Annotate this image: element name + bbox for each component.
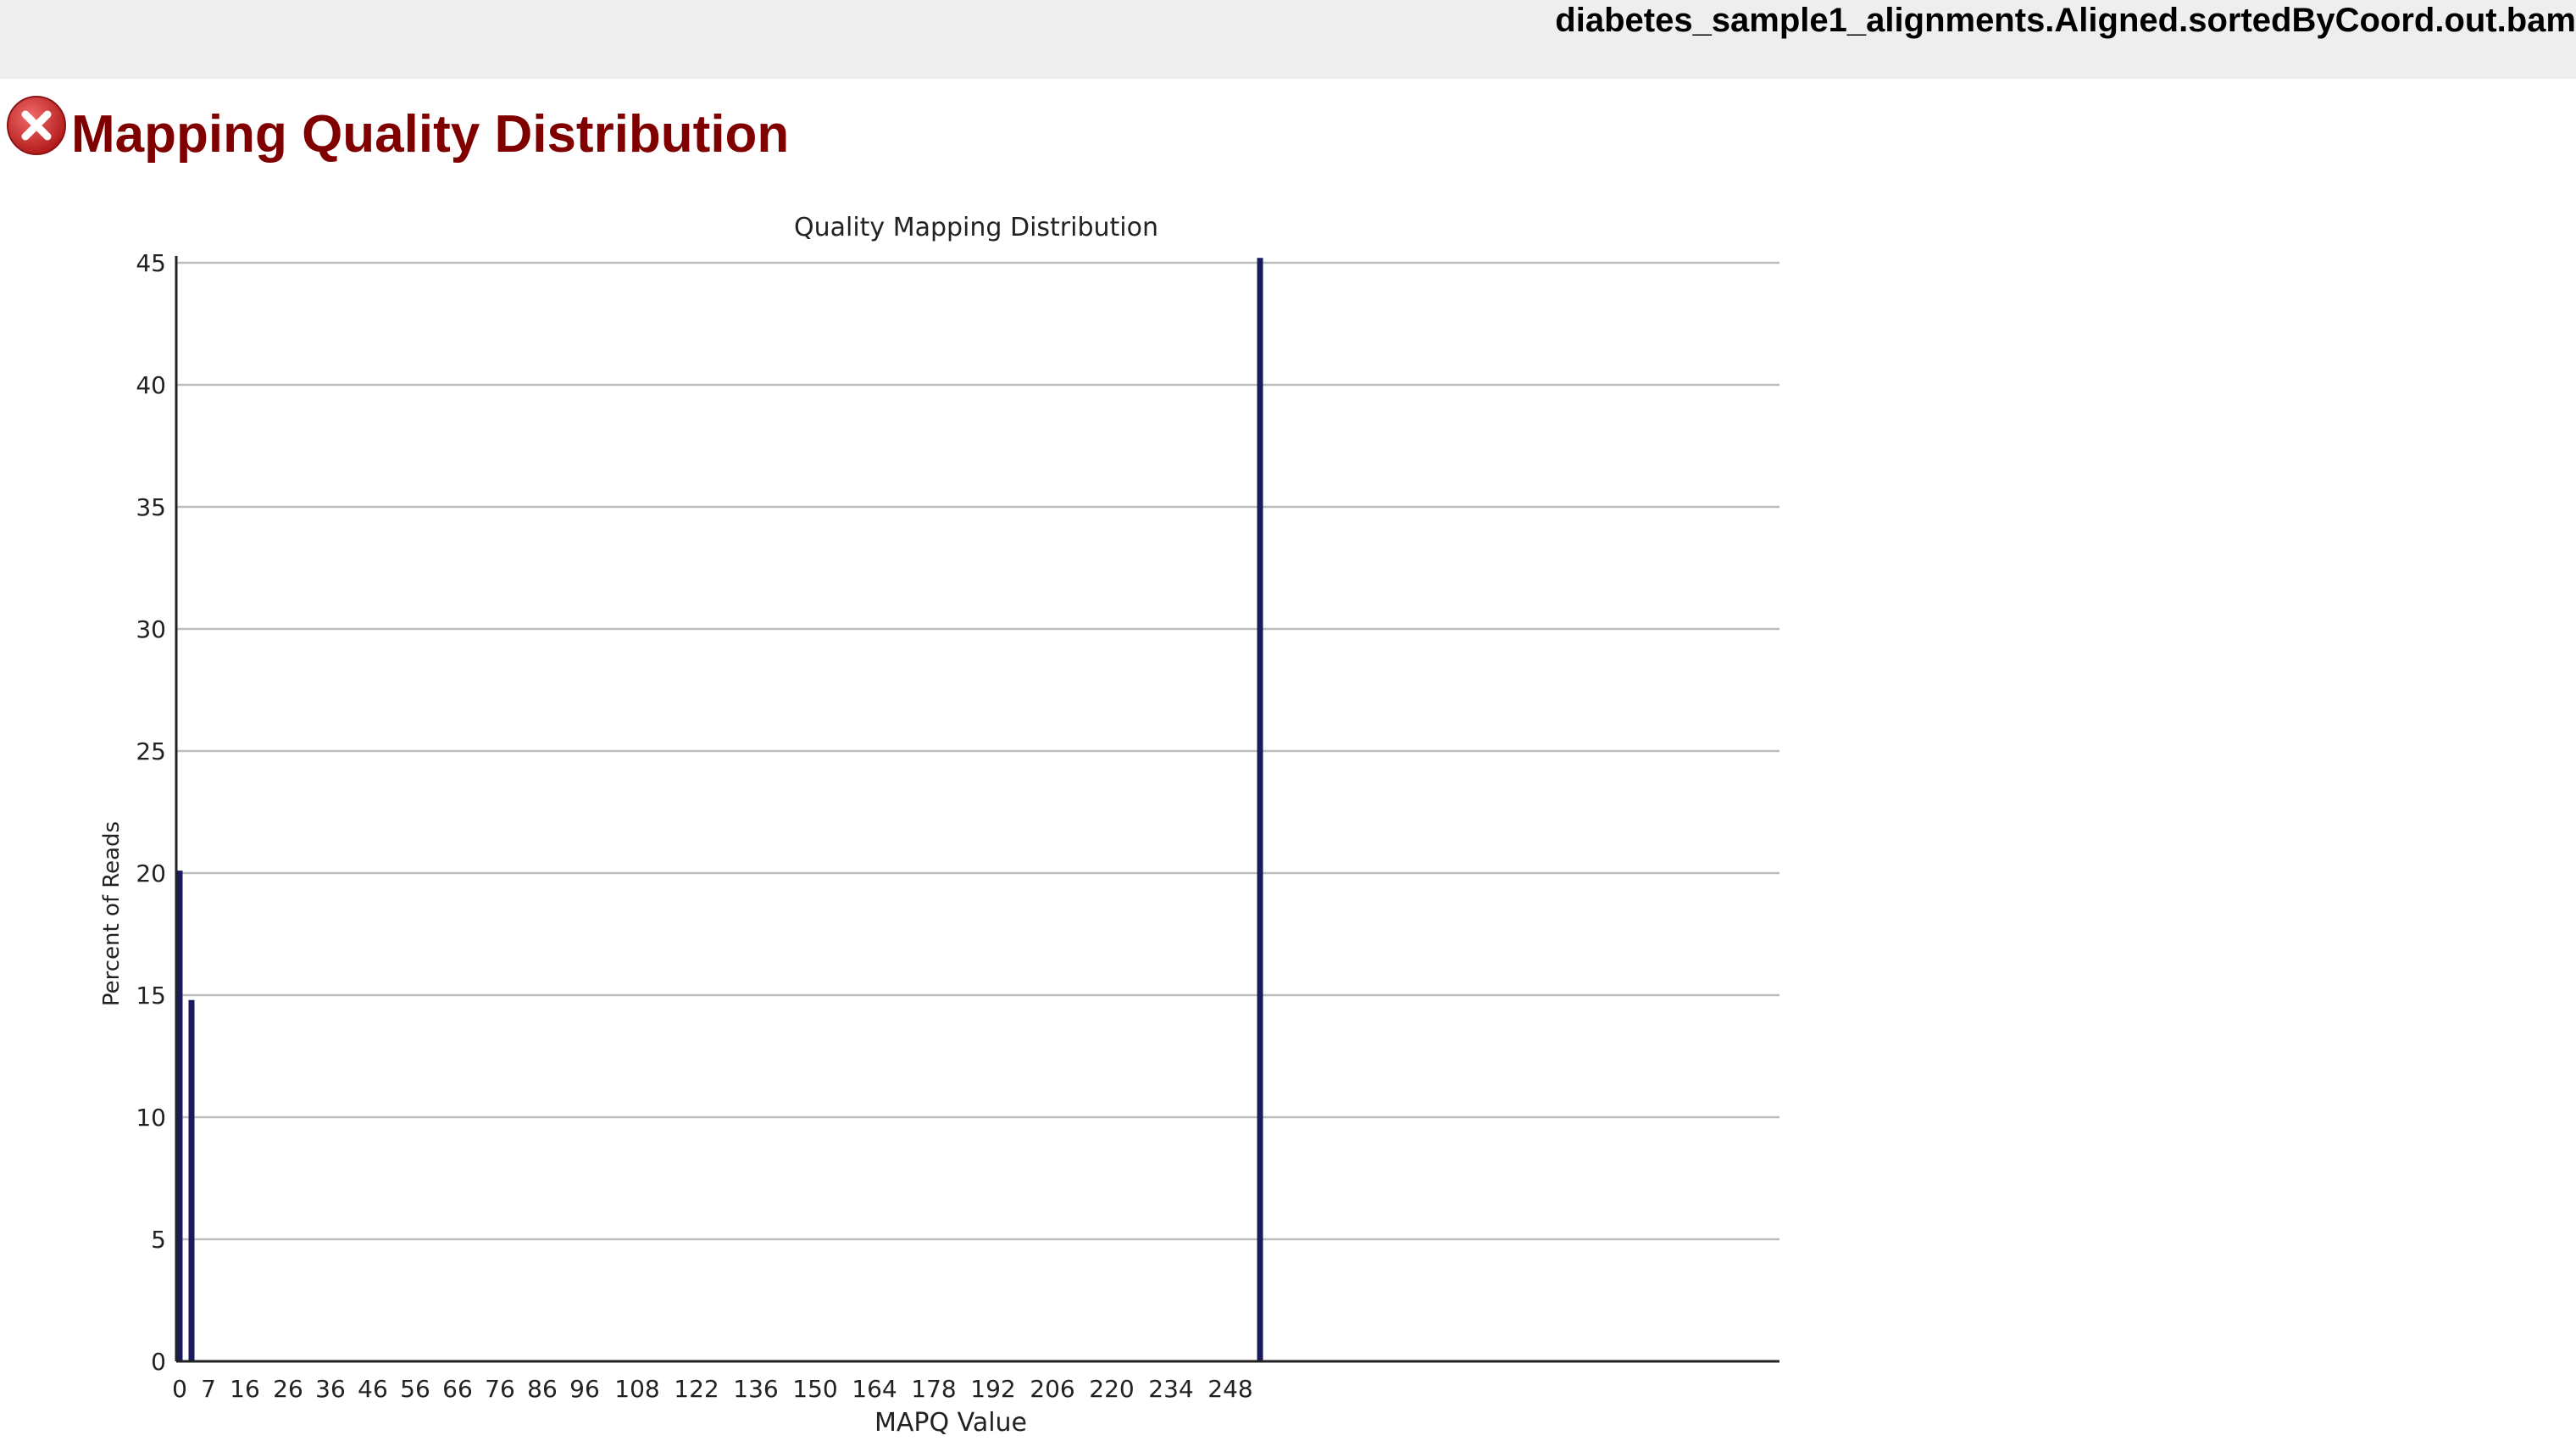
module-title: Mapping Quality Distribution — [71, 104, 790, 164]
x-tick-label: 0 — [172, 1375, 187, 1403]
mapq-chart: Quality Mapping Distribution 0 5 10 15 20 25 3… — [99, 213, 1779, 1438]
y-axis-label: Percent of Reads — [99, 821, 125, 1006]
y-tick-label: 20 — [136, 860, 166, 887]
x-tick-label: 122 — [674, 1375, 719, 1403]
module-heading: Mapping Quality Distribution — [5, 93, 789, 175]
x-tick-label: 220 — [1089, 1375, 1134, 1403]
y-tick-label: 30 — [136, 615, 166, 643]
chart-bars — [176, 258, 1263, 1361]
x-tick-label: 46 — [358, 1375, 388, 1403]
y-tick-label: 40 — [136, 371, 166, 399]
x-tick-label: 7 — [201, 1375, 216, 1403]
x-tick-label: 178 — [911, 1375, 956, 1403]
y-axis-ticks: 0 5 10 15 20 25 30 35 40 45 — [136, 249, 166, 1376]
chart-title: Quality Mapping Distribution — [794, 213, 1158, 242]
x-tick-label: 76 — [485, 1375, 515, 1403]
x-tick-label: 26 — [273, 1375, 303, 1403]
x-tick-label: 150 — [792, 1375, 837, 1403]
y-tick-label: 25 — [136, 737, 166, 765]
y-tick-label: 15 — [136, 982, 166, 1010]
x-tick-label: 56 — [400, 1375, 430, 1403]
x-tick-label: 16 — [230, 1375, 260, 1403]
y-tick-label: 10 — [136, 1104, 166, 1132]
y-tick-label: 5 — [151, 1226, 166, 1254]
y-tick-label: 45 — [136, 249, 166, 277]
x-tick-label: 234 — [1148, 1375, 1193, 1403]
chart-gridlines — [176, 261, 1779, 1241]
error-x-icon — [7, 96, 66, 155]
y-tick-label: 35 — [136, 493, 166, 521]
file-name: diabetes_sample1_alignments.Aligned.sort… — [1555, 2, 2576, 39]
x-tick-label: 36 — [315, 1375, 346, 1403]
x-tick-label: 96 — [569, 1375, 600, 1403]
x-tick-label: 136 — [733, 1375, 778, 1403]
x-axis-ticks: 0 7 16 26 36 46 56 66 76 86 96 108 122 136 150 164 178 19… — [172, 1375, 1253, 1403]
x-tick-label: 108 — [614, 1375, 659, 1403]
x-tick-label: 248 — [1208, 1375, 1252, 1403]
x-tick-label: 164 — [852, 1375, 897, 1403]
x-tick-label: 66 — [442, 1375, 473, 1403]
header-bar: diabetes_sample1_alignments.Aligned.sort… — [0, 0, 2576, 79]
x-tick-label: 192 — [970, 1375, 1015, 1403]
bar-mapq-255 — [1257, 258, 1263, 1361]
x-tick-label: 86 — [527, 1375, 558, 1403]
y-tick-label: 0 — [151, 1348, 166, 1376]
x-axis-label: MAPQ Value — [874, 1408, 1027, 1438]
bar-mapq-0 — [176, 871, 183, 1361]
bar-mapq-1 — [188, 999, 195, 1361]
x-tick-label: 206 — [1030, 1375, 1074, 1403]
